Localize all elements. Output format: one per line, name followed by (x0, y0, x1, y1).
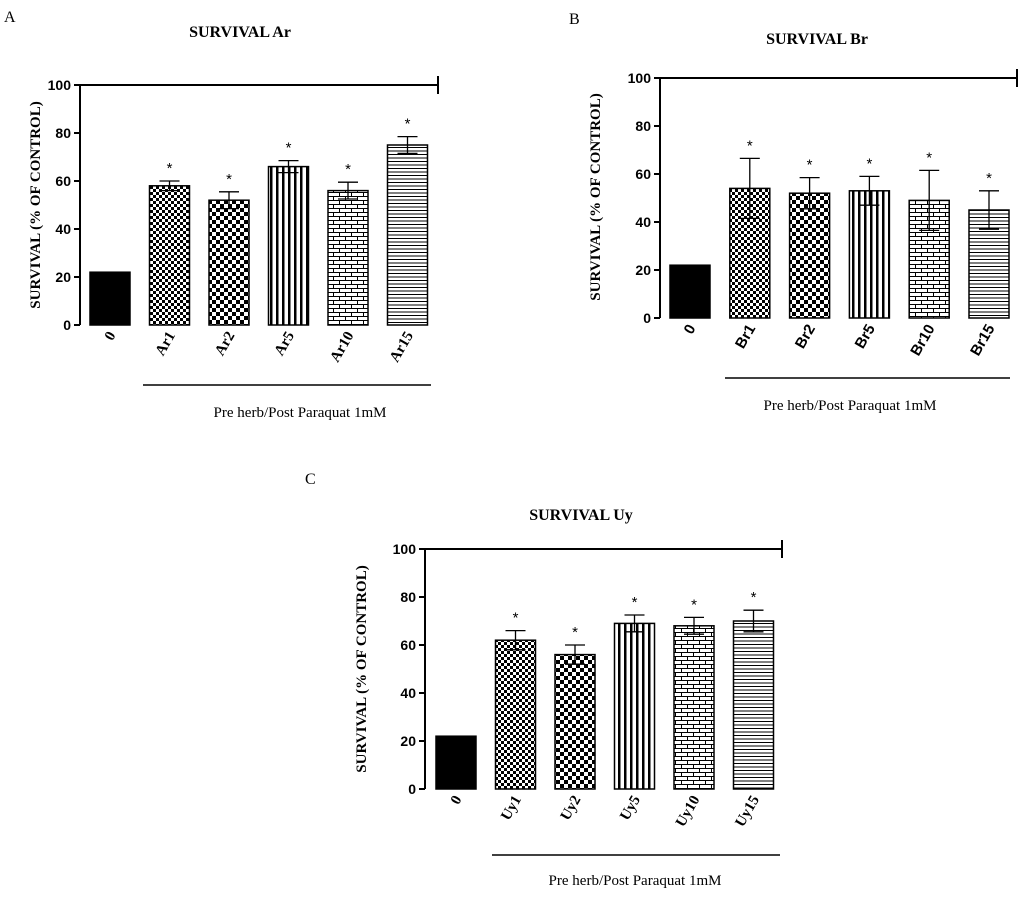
x-tick-label: Br1 (732, 322, 759, 352)
significance-marker: * (691, 596, 697, 613)
bar-uy5 (613, 622, 656, 790)
x-tick-label: Ar15 (387, 329, 417, 365)
y-axis-label-a: SURVIVAL (% OF CONTROL) (28, 101, 44, 308)
significance-marker: * (572, 624, 578, 641)
significance-marker: * (345, 161, 351, 178)
bar-0 (89, 271, 131, 326)
significance-marker: * (632, 594, 638, 611)
x-tick-label: Uy2 (558, 793, 585, 823)
x-tick-label: Ar10 (327, 329, 357, 365)
significance-marker: * (751, 589, 757, 606)
plot-area-c: 0 20 40 60 80 100 0 * Uy1 * Uy2 * Uy5 * Uy10 * Uy15 (393, 540, 783, 856)
bar-ar10 (327, 189, 369, 326)
bar-ar15 (386, 144, 429, 326)
group-label-c: Pre herb/Post Paraquat 1mM (549, 873, 722, 889)
x-tick-label: Uy15 (732, 793, 763, 830)
bar-uy10 (673, 625, 715, 790)
x-tick-label: Br15 (967, 322, 998, 359)
significance-marker: * (986, 170, 992, 187)
bar-br2 (788, 192, 831, 319)
panel-letter-c: C (305, 471, 316, 488)
x-tick-label: Br2 (792, 322, 819, 352)
panel-c: C SURVIVAL Uy SURVIVAL (% OF CONTROL) Pr… (305, 471, 783, 889)
y-tick-label: 20 (635, 262, 651, 278)
bar-br5 (848, 190, 891, 319)
significance-marker: * (513, 610, 519, 627)
chart-title-b: SURVIVAL Br (766, 31, 868, 48)
x-tick-label: Br5 (852, 322, 879, 352)
significance-marker: * (866, 155, 872, 172)
significance-marker: * (226, 171, 232, 188)
y-axis-label-c: SURVIVAL (% OF CONTROL) (354, 565, 370, 772)
y-tick-label: 60 (400, 637, 416, 653)
y-axis-label-b: SURVIVAL (% OF CONTROL) (588, 93, 604, 300)
plot-area-a: 0 20 40 60 80 100 0 * Ar1 * Ar2 * Ar5 * Ar10 * Ar15 (48, 76, 439, 386)
bar-uy2 (554, 653, 596, 790)
x-tick-label: Ar1 (153, 329, 179, 359)
x-tick-label: 0 (681, 322, 700, 338)
x-tick-label: Uy10 (673, 793, 704, 830)
bar-ar2 (208, 199, 250, 326)
x-tick-label: 0 (448, 793, 466, 807)
group-label-b: Pre herb/Post Paraquat 1mM (764, 398, 937, 414)
significance-marker: * (926, 149, 932, 166)
panel-letter-a: A (4, 9, 16, 26)
bar-uy1 (494, 639, 537, 790)
y-tick-label: 0 (408, 781, 416, 797)
y-tick-label: 100 (393, 541, 417, 557)
y-tick-label: 80 (635, 118, 651, 134)
y-tick-label: 0 (643, 310, 651, 326)
y-tick-label: 40 (400, 685, 416, 701)
x-tick-label: Uy5 (617, 793, 644, 823)
x-tick-label: Ar5 (272, 329, 298, 359)
significance-marker: * (405, 116, 411, 133)
x-tick-label: Uy1 (498, 793, 525, 823)
bar-0 (669, 264, 711, 319)
significance-marker: * (807, 157, 813, 174)
y-tick-label: 40 (635, 214, 651, 230)
plot-area-b: 0 20 40 60 80 100 0 * Br1 * Br2 * Br5 * Br10 * Br15 (628, 69, 1018, 379)
y-tick-label: 60 (635, 166, 651, 182)
bar-uy15 (732, 620, 775, 790)
y-tick-label: 20 (400, 733, 416, 749)
y-tick-label: 60 (55, 173, 71, 189)
panel-b: B SURVIVAL Br SURVIVAL (% OF CONTROL) Pr… (569, 11, 1018, 414)
group-label-a: Pre herb/Post Paraquat 1mM (214, 405, 387, 421)
chart-title-c: SURVIVAL Uy (529, 507, 633, 524)
y-tick-label: 100 (48, 77, 72, 93)
significance-marker: * (286, 140, 292, 157)
significance-marker: * (167, 160, 173, 177)
y-tick-label: 100 (628, 70, 652, 86)
chart-title-a: SURVIVAL Ar (189, 24, 291, 41)
bar-ar5 (267, 165, 310, 326)
panel-a: A SURVIVAL Ar SURVIVAL (% OF CONTROL) Pr… (4, 9, 439, 421)
significance-marker: * (747, 137, 753, 154)
y-tick-label: 0 (63, 317, 71, 333)
y-tick-label: 20 (55, 269, 71, 285)
x-tick-label: Ar2 (212, 329, 238, 359)
y-tick-label: 40 (55, 221, 71, 237)
y-tick-label: 80 (400, 589, 416, 605)
y-tick-label: 80 (55, 125, 71, 141)
bar-ar1 (148, 185, 191, 326)
panel-letter-b: B (569, 11, 580, 28)
x-tick-label: 0 (102, 329, 120, 343)
bar-0 (435, 735, 477, 790)
x-tick-label: Br10 (907, 322, 938, 359)
